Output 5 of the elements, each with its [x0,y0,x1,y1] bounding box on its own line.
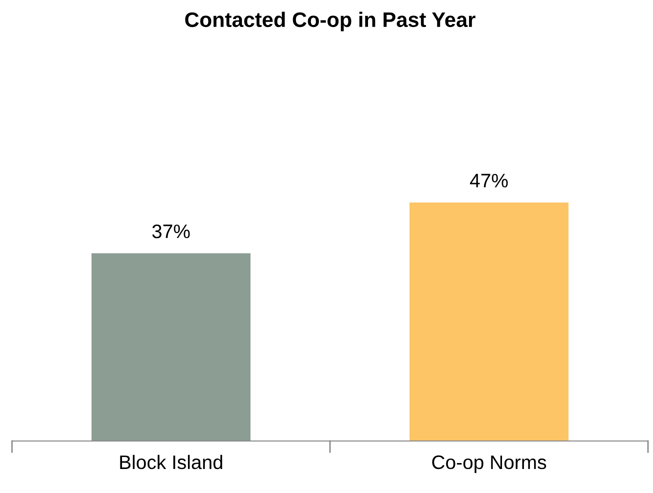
x-tick-label: Co-op Norms [432,455,546,474]
x-tick-label: Block Island [120,454,222,470]
data-label: 47% [470,174,508,188]
chart-title: Contacted Co-op in Past Year [185,12,476,32]
data-label: 37% [152,224,190,238]
